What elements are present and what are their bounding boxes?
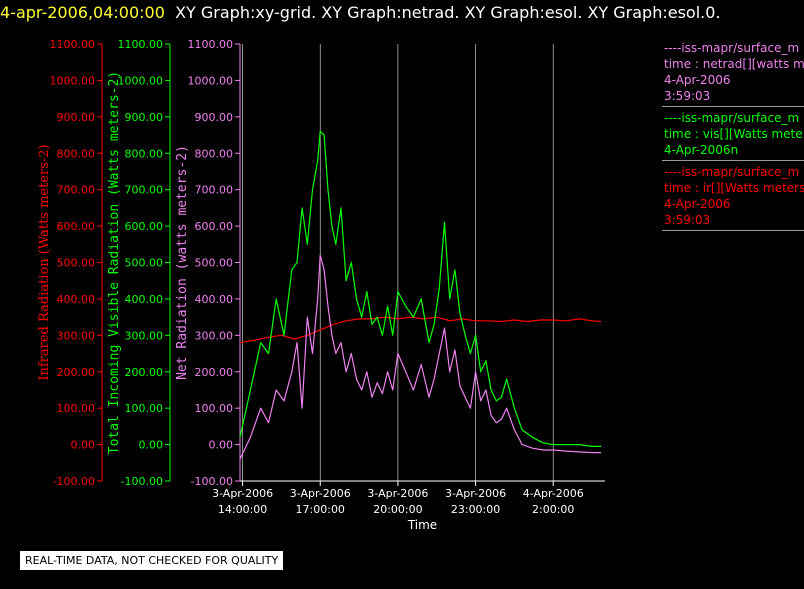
x-axis-label: Time [407, 518, 437, 532]
x-tick-label-time: 20:00:00 [373, 503, 422, 516]
y-tick-label: 800.00 [195, 147, 234, 160]
y-tick-label: 700.00 [57, 184, 96, 197]
y-tick-label: 0.00 [139, 439, 164, 452]
x-tick-label-time: 23:00:00 [451, 503, 500, 516]
y-axis-label-ir: Infrared Radiation (Watts meters-2) [37, 144, 52, 380]
legend-line: time : ir[][Watts meters [664, 181, 804, 195]
y-tick-label: 900.00 [195, 111, 234, 124]
y-tick-label: 1000.00 [118, 74, 164, 87]
y-tick-label: 700.00 [195, 184, 234, 197]
y-tick-label: 500.00 [57, 257, 96, 270]
y-tick-label: 600.00 [57, 220, 96, 233]
y-tick-label: 600.00 [125, 220, 164, 233]
title-graph-names: XY Graph:xy-grid. XY Graph:netrad. XY Gr… [175, 3, 721, 22]
x-tick-label-time: 14:00:00 [218, 503, 267, 516]
y-tick-label: 500.00 [195, 257, 234, 270]
y-tick-label: 1100.00 [50, 38, 96, 51]
y-tick-label: 200.00 [57, 366, 96, 379]
y-tick-label: 700.00 [125, 184, 164, 197]
y-tick-label: 300.00 [57, 329, 96, 342]
y-tick-label: 200.00 [195, 366, 234, 379]
legend-line: 3:59:03 [664, 89, 711, 103]
y-tick-label: -100.00 [121, 475, 163, 488]
y-axis-label-net: Net Radiation (watts meters-2) [175, 145, 190, 380]
y-tick-label: 0.00 [71, 439, 96, 452]
legend-line: ----iss-mapr/surface_m [664, 165, 800, 179]
y-tick-label: 300.00 [125, 329, 164, 342]
x-tick-label-date: 3-Apr-2006 [212, 487, 273, 500]
title-timestamp: 4-apr-2006,04:00:00 [0, 3, 165, 22]
y-axis-label-vis: Total Incoming Visible Radiation (Watts … [107, 71, 122, 455]
y-tick-label: 1000.00 [50, 74, 96, 87]
legend-line: time : vis[][Watts mete [664, 127, 803, 141]
y-tick-label: 900.00 [57, 111, 96, 124]
y-tick-label: 1100.00 [118, 38, 164, 51]
y-tick-label: 1000.00 [188, 74, 234, 87]
x-tick-label-date: 3-Apr-2006 [367, 487, 428, 500]
quality-notice: REAL-TIME DATA, NOT CHECKED FOR QUALITY [20, 551, 284, 570]
y-tick-label: -100.00 [53, 475, 95, 488]
series-line-ir [239, 316, 602, 344]
y-tick-label: 500.00 [125, 257, 164, 270]
y-tick-label: 600.00 [195, 220, 234, 233]
x-tick-label-date: 3-Apr-2006 [445, 487, 506, 500]
legend-line: 4-Apr-2006 [664, 73, 731, 87]
y-tick-label: 800.00 [125, 147, 164, 160]
y-tick-label: 100.00 [195, 402, 234, 415]
y-tick-label: 400.00 [125, 293, 164, 306]
y-tick-label: 800.00 [57, 147, 96, 160]
series-line-vis [239, 130, 602, 447]
x-tick-label-date: 3-Apr-2006 [290, 487, 351, 500]
graph-title: 4-apr-2006,04:00:00 XY Graph:xy-grid. XY… [0, 2, 721, 24]
y-tick-label: 200.00 [125, 366, 164, 379]
x-tick-label-time: 2:00:00 [532, 503, 574, 516]
x-tick-label-time: 17:00:00 [296, 503, 345, 516]
y-tick-label: 300.00 [195, 329, 234, 342]
legend-line: 3:59:03 [664, 213, 711, 227]
y-tick-label: 0.00 [209, 439, 234, 452]
legend-line: 4-Apr-2006n [664, 143, 739, 157]
legend-line: time : netrad[][watts me [664, 57, 804, 71]
y-tick-label: 400.00 [195, 293, 234, 306]
y-tick-label: -100.00 [191, 475, 233, 488]
y-tick-label: 100.00 [57, 402, 96, 415]
y-tick-label: 900.00 [125, 111, 164, 124]
legend-line: ----iss-mapr/surface_m [664, 111, 800, 125]
y-tick-label: 400.00 [57, 293, 96, 306]
x-tick-label-date: 4-Apr-2006 [523, 487, 584, 500]
y-tick-label: 100.00 [125, 402, 164, 415]
legend-line: ----iss-mapr/surface_m [664, 41, 800, 55]
series-line-net [239, 254, 602, 460]
legend-line: 4-Apr-2006 [664, 197, 731, 211]
y-tick-label: 1100.00 [188, 38, 234, 51]
